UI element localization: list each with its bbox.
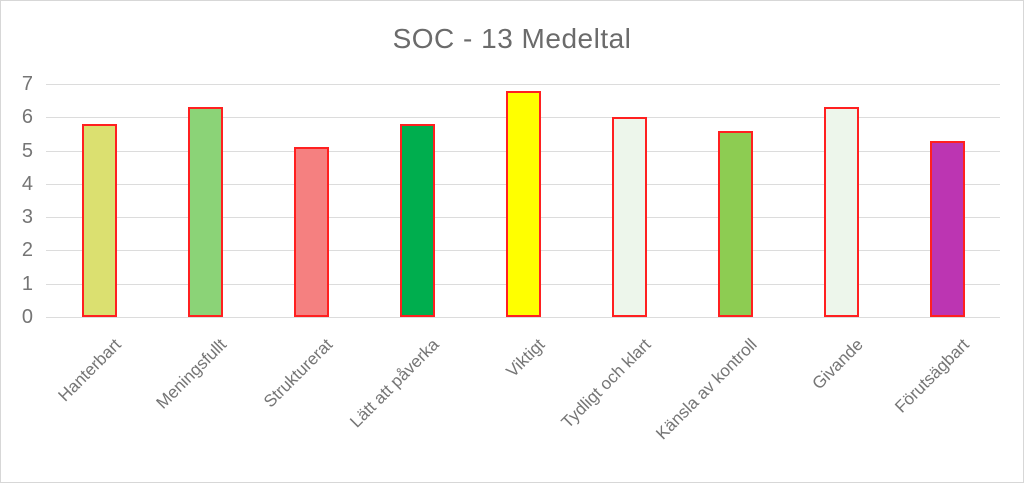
bar-f-ruts-gbart[interactable] xyxy=(930,141,965,317)
bar-strukturerat[interactable] xyxy=(294,147,329,317)
plot-area xyxy=(46,84,1000,318)
y-tick-label-0: 0 xyxy=(21,306,33,328)
chart-title: SOC - 13 Medeltal xyxy=(392,23,632,54)
x-tick-label-meningsfullt: Meningsfullt xyxy=(152,335,231,413)
x-tick-label-l-tt-att-p-verka: Lätt att påverka xyxy=(346,335,443,432)
y-tick-label-7: 7 xyxy=(21,73,33,95)
x-tick-label-f-ruts-gbart: Förutsägbart xyxy=(890,335,973,417)
x-tick-label-viktigt: Viktigt xyxy=(502,335,549,381)
bar-l-tt-att-p-verka[interactable] xyxy=(400,124,435,317)
x-tick-label-hanterbart: Hanterbart xyxy=(54,335,125,406)
bar-viktigt[interactable] xyxy=(506,91,541,317)
bar-k-nsla-av-kontroll[interactable] xyxy=(718,131,753,317)
bar-meningsfullt[interactable] xyxy=(188,107,223,317)
bar-tydligt-och-klart[interactable] xyxy=(612,117,647,317)
x-tick-label-k-nsla-av-kontroll: Känsla av kontroll xyxy=(652,335,761,444)
bar-hanterbart[interactable] xyxy=(82,124,117,317)
x-tick-label-tydligt-och-klart: Tydligt och klart xyxy=(557,335,655,432)
x-tick-label-strukturerat: Strukturerat xyxy=(260,335,337,412)
x-tick-label-givande: Givande xyxy=(808,335,867,394)
bar-givande[interactable] xyxy=(824,107,859,317)
gridline-0 xyxy=(46,317,1000,318)
gridline-7 xyxy=(46,84,1000,85)
y-tick-label-3: 3 xyxy=(21,206,33,228)
y-tick-label-1: 1 xyxy=(21,273,33,295)
y-tick-label-4: 4 xyxy=(21,173,33,195)
y-tick-label-5: 5 xyxy=(21,140,33,162)
y-tick-label-6: 6 xyxy=(21,106,33,128)
y-tick-label-2: 2 xyxy=(21,239,33,261)
